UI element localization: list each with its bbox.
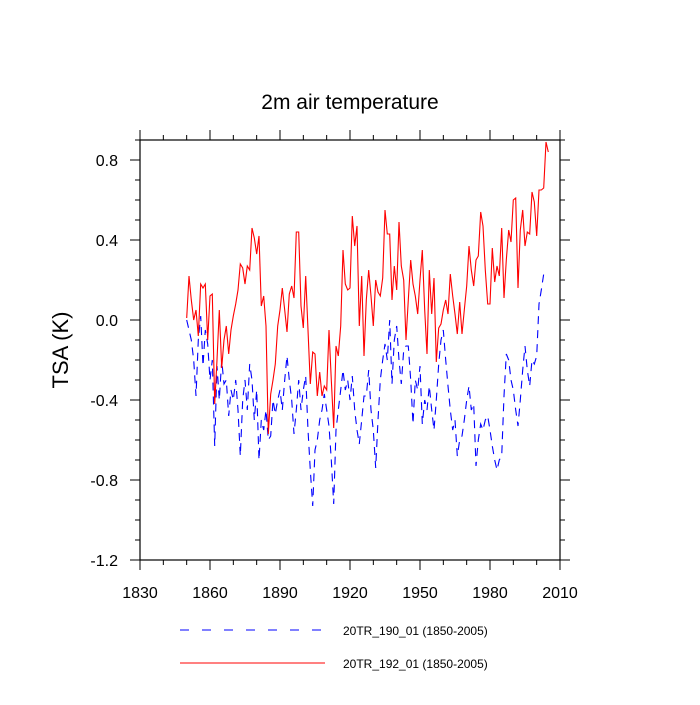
x-tick-label: 1920 bbox=[332, 585, 368, 602]
y-tick-label: 0.4 bbox=[96, 233, 118, 250]
series-line-0 bbox=[186, 271, 547, 507]
x-tick-label: 1860 bbox=[192, 585, 228, 602]
legend: 20TR_190_01 (1850-2005) 20TR_192_01 (1850… bbox=[180, 624, 488, 671]
chart-title: 2m air temperature bbox=[261, 91, 438, 114]
legend-label-1: 20TR_192_01 (1850-2005) bbox=[343, 657, 488, 671]
y-tick-label: -1.2 bbox=[90, 553, 118, 570]
y-axis-label: TSA (K) bbox=[48, 311, 73, 388]
x-tick-label: 1950 bbox=[402, 585, 438, 602]
y-tick-label: -0.4 bbox=[90, 393, 118, 410]
y-tick-label: -0.8 bbox=[90, 473, 118, 490]
series-line-1 bbox=[186, 141, 549, 435]
y-tick-label: 0.0 bbox=[96, 313, 118, 330]
x-tick-label: 1890 bbox=[262, 585, 298, 602]
legend-label-0: 20TR_190_01 (1850-2005) bbox=[343, 624, 488, 638]
plot-area: 1830 1860 1890 1920 1950 1980 2010 -1.2 -0.8 -0.4… bbox=[90, 130, 578, 602]
x-tick-label: 1980 bbox=[472, 585, 508, 602]
plot-frame bbox=[139, 139, 561, 561]
x-tick-label: 1830 bbox=[122, 585, 158, 602]
x-tick-label: 2010 bbox=[542, 585, 578, 602]
y-tick-label: 0.8 bbox=[96, 153, 118, 170]
